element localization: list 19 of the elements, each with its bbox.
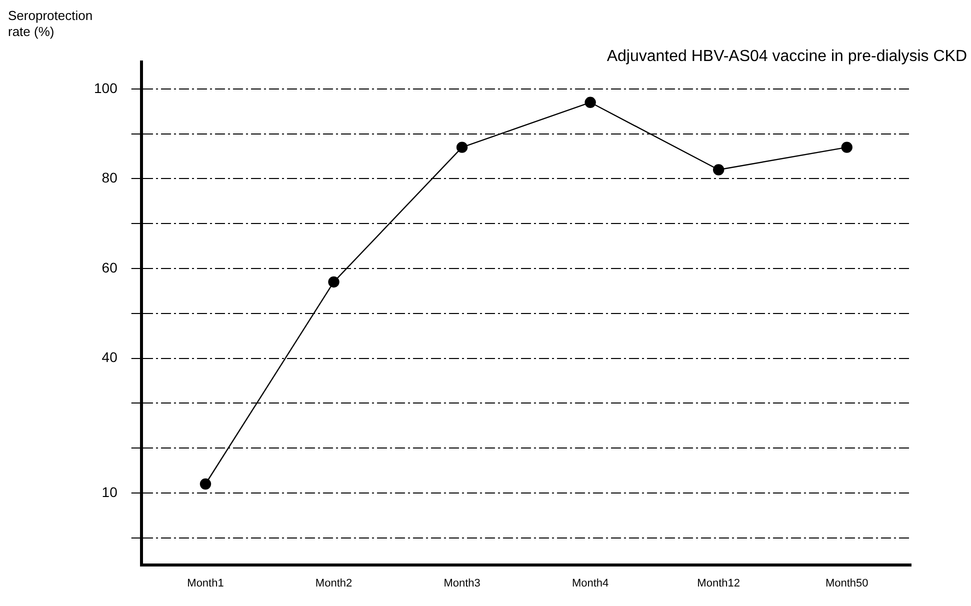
y-tick-label: 40 — [102, 349, 118, 366]
point — [584, 96, 596, 108]
chart-title: Adjuvanted HBV-AS04 vaccine in pre-dialysis CKD — [606, 48, 967, 66]
y-tick-label: 10 — [102, 484, 118, 500]
x-tick-label: Month2 — [315, 577, 352, 590]
x-tick-label: Month4 — [572, 577, 609, 590]
point — [841, 142, 852, 153]
y-tick-label: 60 — [102, 259, 118, 276]
point — [456, 142, 468, 153]
y-tick-label: 80 — [102, 170, 118, 186]
x-tick-label: Month3 — [444, 577, 480, 590]
x-tick-label: Month1 — [187, 577, 224, 590]
point — [200, 478, 212, 490]
y-axis-title: Seroprotection rate (%) — [8, 8, 94, 40]
y-tick-label: 100 — [94, 80, 118, 96]
x-tick-label: Month12 — [697, 577, 740, 590]
x-tick-label: Month50 — [825, 577, 868, 590]
point — [328, 276, 340, 288]
point — [712, 164, 724, 176]
